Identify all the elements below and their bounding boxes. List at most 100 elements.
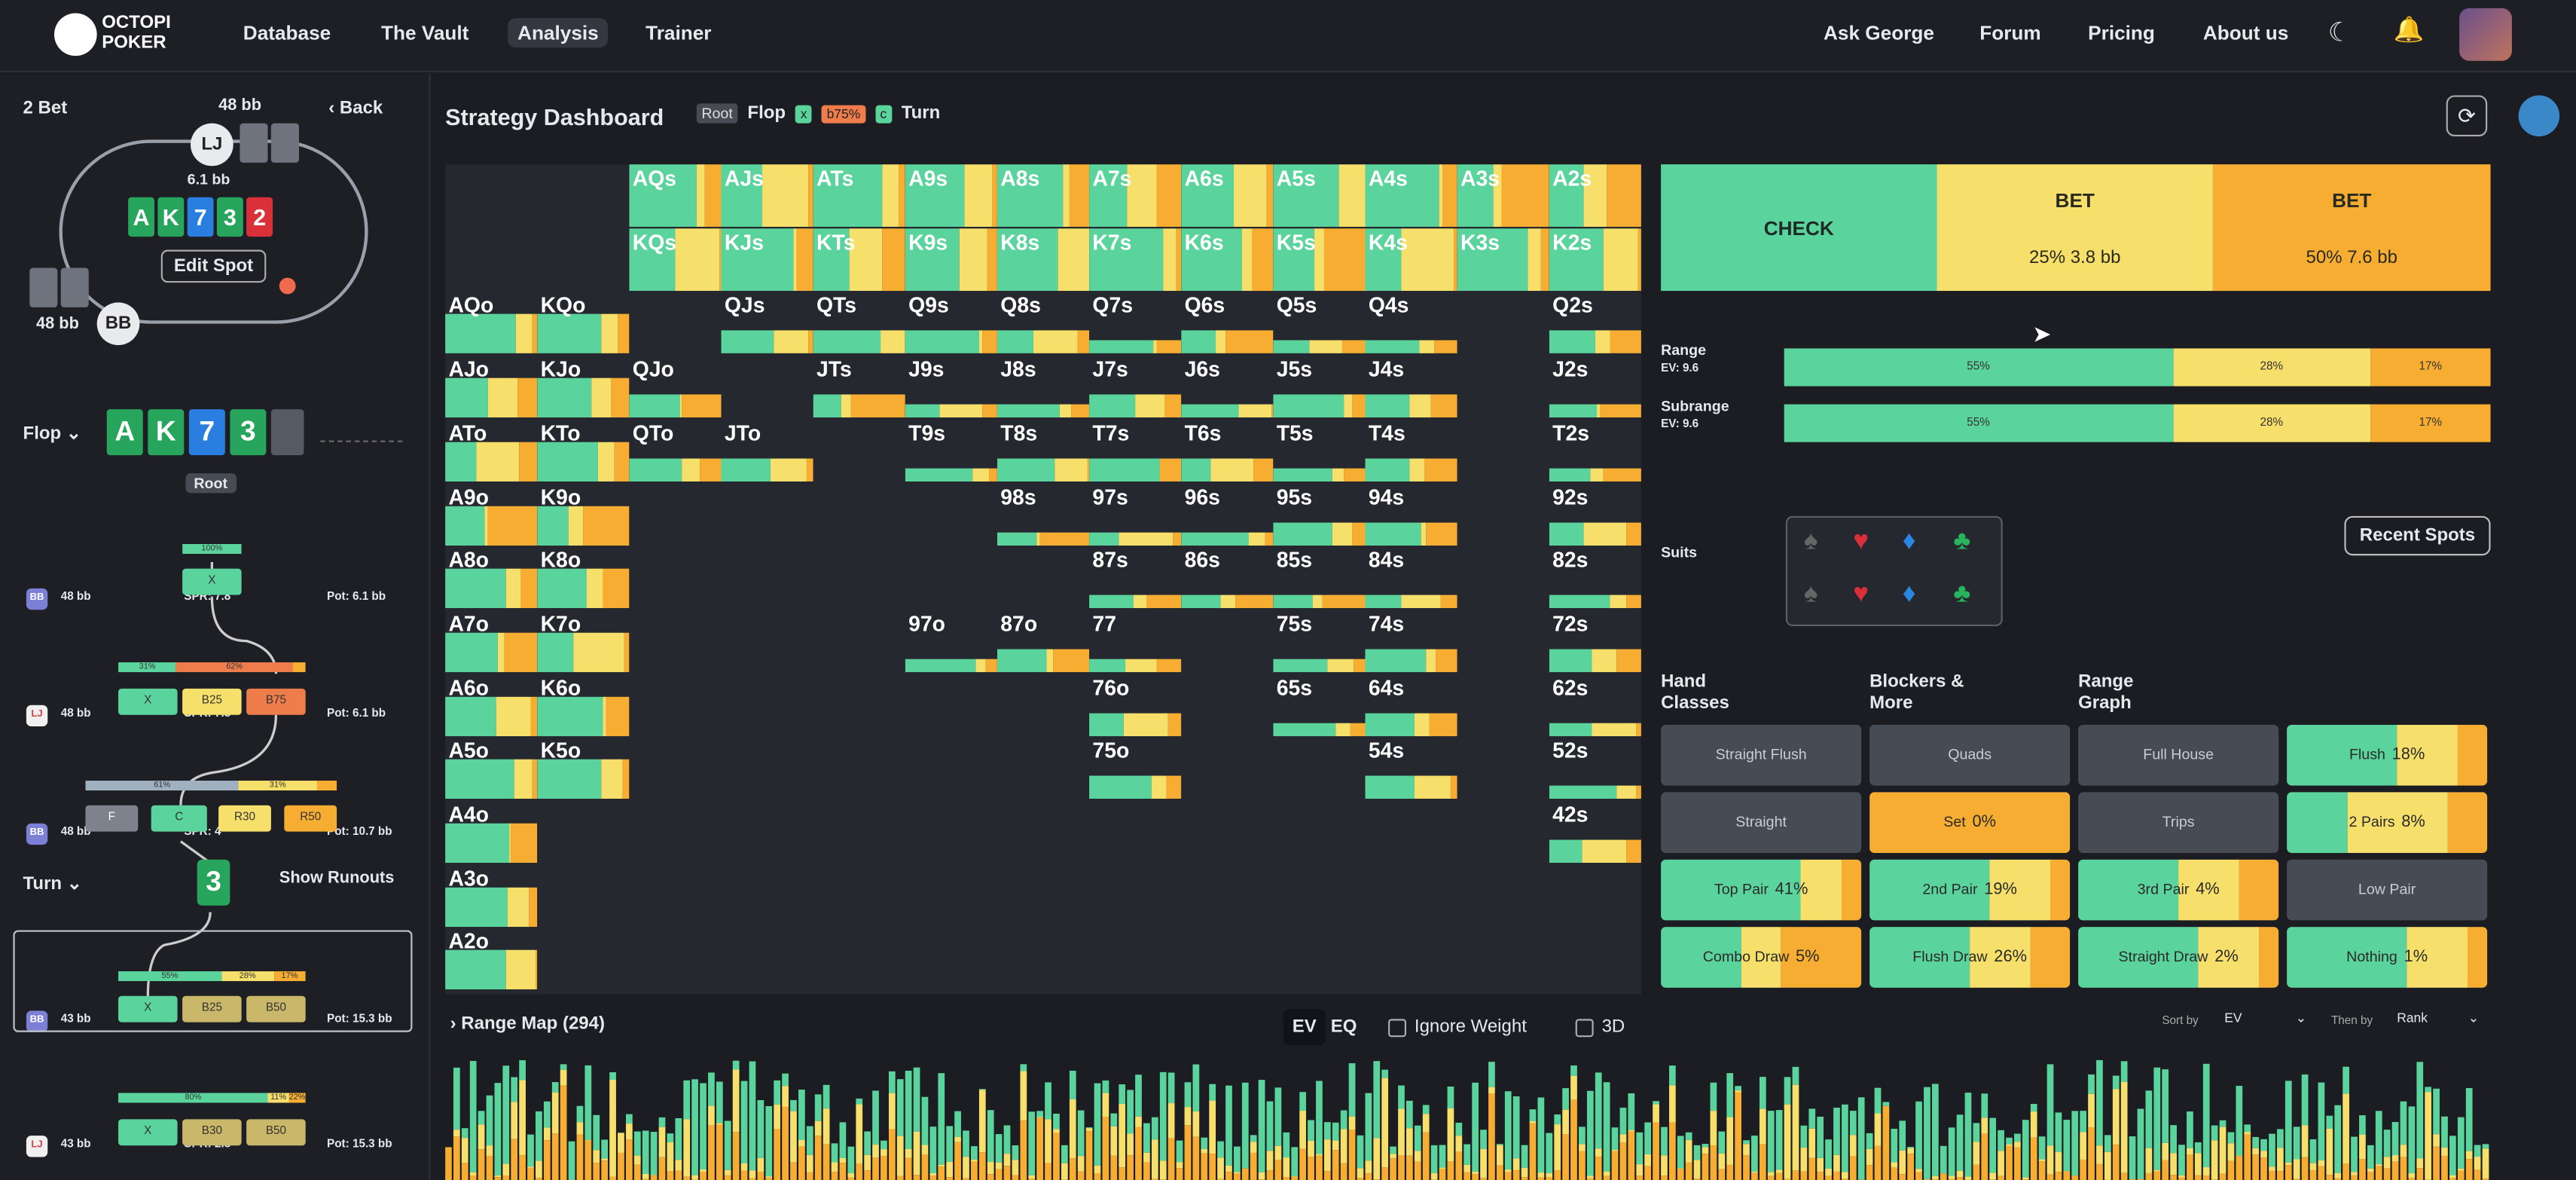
- hand-cell[interactable]: 75o: [1089, 737, 1182, 799]
- ev-toggle[interactable]: EV: [1283, 1009, 1326, 1046]
- hand-cell[interactable]: KJo: [537, 355, 630, 418]
- hand-cell[interactable]: 85s: [1273, 546, 1366, 609]
- hand-cell[interactable]: K6s: [1181, 228, 1274, 291]
- hand-cell[interactable]: J7s: [1089, 355, 1182, 418]
- spade-icon[interactable]: ♠: [1803, 527, 1818, 556]
- hand-cell[interactable]: Q4s: [1365, 292, 1457, 354]
- hand-cell[interactable]: 97o: [905, 610, 997, 672]
- hand-cell[interactable]: AJo: [445, 355, 538, 418]
- hand-cell[interactable]: K8o: [537, 546, 630, 609]
- nav-forum[interactable]: Forum: [1979, 21, 2041, 44]
- nav-ask-george[interactable]: Ask George: [1824, 21, 1934, 44]
- hand-cell[interactable]: K3s: [1457, 228, 1549, 291]
- hand-cell[interactable]: K7o: [537, 610, 630, 672]
- tree-action-x[interactable]: X: [118, 688, 178, 715]
- nav-trainer[interactable]: Trainer: [646, 21, 712, 44]
- hand-cell[interactable]: K5s: [1273, 228, 1366, 291]
- hand-cell[interactable]: 72s: [1549, 610, 1641, 672]
- hand-cell[interactable]: 77: [1089, 610, 1182, 672]
- hand-cell[interactable]: ATs: [813, 164, 905, 227]
- hand-cell[interactable]: QJs: [721, 292, 813, 354]
- show-runouts-button[interactable]: Show Runouts: [279, 869, 395, 888]
- hand-class-straight-draw[interactable]: Straight Draw 2%: [2078, 927, 2279, 988]
- avatar[interactable]: [2459, 8, 2512, 61]
- hand-cell[interactable]: J6s: [1181, 355, 1274, 418]
- profile-badge-icon[interactable]: [2518, 95, 2560, 137]
- tree-action-b30[interactable]: B30: [182, 1119, 242, 1146]
- hand-cell[interactable]: AQo: [445, 292, 538, 354]
- hand-cell[interactable]: K5o: [537, 737, 630, 799]
- hand-cell[interactable]: KTo: [537, 419, 630, 481]
- hand-cell[interactable]: T9s: [905, 419, 997, 481]
- hand-class-quads[interactable]: Quads: [1869, 724, 2071, 786]
- hand-class-top-pair[interactable]: Top Pair 41%: [1661, 859, 1862, 921]
- flop-dropdown[interactable]: Flop ⌄: [23, 423, 81, 444]
- bet-small-action[interactable]: BET 25% 3.8 bb: [1937, 164, 2213, 292]
- hand-cell[interactable]: ATo: [445, 419, 538, 481]
- hand-cell[interactable]: A7o: [445, 610, 538, 672]
- hand-cell[interactable]: 62s: [1549, 673, 1641, 736]
- hand-cell[interactable]: QJo: [629, 355, 722, 418]
- hand-cell[interactable]: T2s: [1549, 419, 1641, 481]
- hand-cell[interactable]: 74s: [1365, 610, 1457, 672]
- hand-cell[interactable]: KQo: [537, 292, 630, 354]
- turn-card[interactable]: 3: [197, 859, 230, 906]
- eq-toggle[interactable]: EQ: [1330, 1017, 1357, 1038]
- edit-spot-button[interactable]: Edit Spot: [160, 249, 267, 283]
- hand-cell[interactable]: K8s: [997, 228, 1090, 291]
- ignore-weight-checkbox[interactable]: Ignore Weight: [1388, 1017, 1527, 1037]
- tree-action-x[interactable]: X: [118, 995, 178, 1023]
- hand-cell[interactable]: 98s: [997, 482, 1090, 546]
- back-button[interactable]: ‹ Back: [328, 99, 383, 118]
- hand-cell[interactable]: JTs: [813, 355, 905, 418]
- hand-cell[interactable]: QTo: [629, 419, 722, 481]
- tab-hand-classes[interactable]: Hand Classes: [1661, 672, 1729, 714]
- hand-cell[interactable]: Q2s: [1549, 292, 1641, 354]
- hand-cell[interactable]: 76o: [1089, 673, 1182, 736]
- three-d-checkbox[interactable]: 3D: [1575, 1017, 1625, 1037]
- crumb-call[interactable]: c: [874, 104, 892, 123]
- hand-cell[interactable]: T4s: [1365, 419, 1457, 481]
- hand-cell[interactable]: 42s: [1549, 800, 1641, 864]
- lj-seat[interactable]: LJ: [191, 123, 233, 167]
- hand-cell[interactable]: J2s: [1549, 355, 1641, 418]
- hand-class-straight-flush[interactable]: Straight Flush: [1661, 724, 1862, 786]
- hand-cell[interactable]: A6s: [1181, 164, 1274, 227]
- tree-action-b75[interactable]: B75: [246, 688, 306, 715]
- hand-cell[interactable]: A4s: [1365, 164, 1457, 227]
- crumb-check[interactable]: x: [795, 104, 812, 123]
- hand-cell[interactable]: J5s: [1273, 355, 1366, 418]
- hand-cell[interactable]: KQs: [629, 228, 722, 291]
- bet-big-action[interactable]: BET 50% 7.6 bb: [2212, 164, 2491, 292]
- hand-cell[interactable]: T6s: [1181, 419, 1274, 481]
- hand-cell[interactable]: A2s: [1549, 164, 1641, 227]
- moon-icon[interactable]: ☾: [2327, 20, 2352, 48]
- then-by-select[interactable]: Rank ⌄: [2397, 1010, 2479, 1026]
- hand-cell[interactable]: 86s: [1181, 546, 1274, 609]
- hand-cell[interactable]: T8s: [997, 419, 1090, 481]
- crumb-flop[interactable]: Flop: [747, 103, 786, 124]
- hand-cell[interactable]: Q5s: [1273, 292, 1366, 354]
- bb-seat[interactable]: BB: [96, 302, 140, 346]
- crumb-root[interactable]: Root: [696, 103, 738, 124]
- hand-class-nothing[interactable]: Nothing 1%: [2287, 927, 2488, 988]
- heart-icon[interactable]: ♥: [1853, 527, 1869, 556]
- tab-range-graph[interactable]: Range Graph: [2078, 672, 2134, 714]
- tree-action-r50[interactable]: R50: [284, 805, 337, 832]
- hand-cell[interactable]: 75s: [1273, 610, 1366, 672]
- hand-cell[interactable]: 84s: [1365, 546, 1457, 609]
- empty-card-slot[interactable]: [270, 409, 304, 456]
- hand-cell[interactable]: K9o: [537, 482, 630, 546]
- hand-cell[interactable]: K6o: [537, 673, 630, 736]
- hand-cell[interactable]: Q7s: [1089, 292, 1182, 354]
- hand-cell[interactable]: A5s: [1273, 164, 1366, 227]
- logo-text[interactable]: OCTOPI POKER: [102, 13, 171, 52]
- nav-analysis[interactable]: Analysis: [507, 17, 609, 48]
- hand-class-flush[interactable]: Flush 18%: [2287, 724, 2488, 786]
- hand-class-flush-draw[interactable]: Flush Draw 26%: [1869, 927, 2071, 988]
- octopus-logo-icon[interactable]: [53, 13, 97, 57]
- hand-cell[interactable]: K2s: [1549, 228, 1641, 291]
- hand-cell[interactable]: T7s: [1089, 419, 1182, 481]
- hand-cell[interactable]: Q6s: [1181, 292, 1274, 354]
- hand-cell[interactable]: K7s: [1089, 228, 1182, 291]
